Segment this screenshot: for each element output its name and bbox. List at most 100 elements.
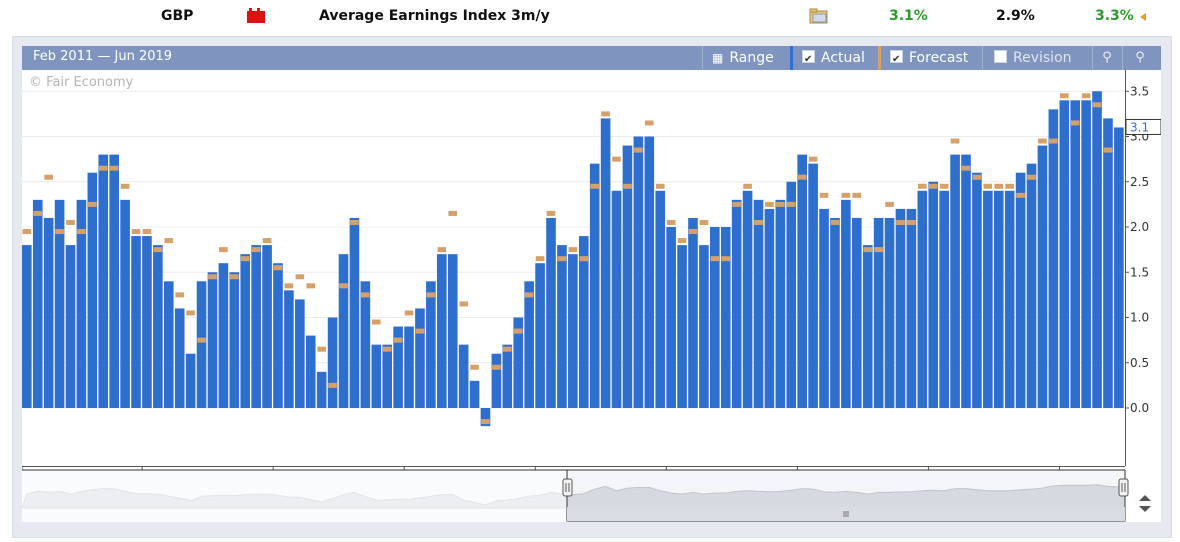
actual-bar[interactable] bbox=[469, 380, 480, 408]
forecast-marker[interactable] bbox=[448, 210, 458, 216]
forecast-marker[interactable] bbox=[251, 247, 261, 253]
actual-bar[interactable] bbox=[87, 172, 98, 408]
forecast-marker[interactable] bbox=[55, 229, 64, 235]
actual-bar[interactable] bbox=[338, 254, 349, 408]
range-button[interactable]: ▦ Range bbox=[712, 46, 800, 70]
actual-bar[interactable] bbox=[764, 208, 775, 408]
actual-bar[interactable] bbox=[131, 236, 141, 408]
navigator-handle[interactable] bbox=[562, 478, 573, 497]
actual-bar[interactable] bbox=[1004, 190, 1015, 408]
actual-bar[interactable] bbox=[611, 190, 622, 408]
actual-bar[interactable] bbox=[229, 272, 240, 408]
actual-bar[interactable] bbox=[43, 217, 54, 408]
forecast-marker[interactable] bbox=[350, 219, 359, 225]
actual-bar[interactable] bbox=[65, 245, 76, 408]
actual-bar[interactable] bbox=[699, 245, 709, 408]
forecast-marker[interactable] bbox=[153, 247, 163, 253]
forecast-marker[interactable] bbox=[262, 238, 272, 244]
forecast-marker[interactable] bbox=[328, 382, 337, 388]
actual-bar[interactable] bbox=[819, 208, 829, 408]
actual-bar[interactable] bbox=[349, 217, 360, 408]
actual-bar[interactable] bbox=[742, 190, 753, 408]
forecast-marker[interactable] bbox=[983, 183, 993, 189]
forecast-marker[interactable] bbox=[492, 364, 501, 370]
actual-bar[interactable] bbox=[163, 281, 174, 408]
forecast-marker[interactable] bbox=[557, 256, 567, 262]
forecast-marker[interactable] bbox=[371, 319, 381, 325]
forecast-marker[interactable] bbox=[284, 283, 294, 289]
actual-bar[interactable] bbox=[808, 163, 818, 408]
actual-bar[interactable] bbox=[273, 263, 283, 408]
actual-toggle[interactable]: Actual bbox=[802, 46, 882, 72]
forecast-marker[interactable] bbox=[1059, 93, 1069, 99]
forecast-marker[interactable] bbox=[437, 247, 447, 253]
actual-bar[interactable] bbox=[983, 190, 993, 408]
forecast-marker[interactable] bbox=[186, 310, 195, 316]
actual-bar[interactable] bbox=[753, 199, 764, 408]
actual-bar[interactable] bbox=[633, 136, 644, 409]
forecast-marker[interactable] bbox=[1070, 120, 1080, 126]
actual-bar[interactable] bbox=[797, 154, 807, 408]
forecast-marker[interactable] bbox=[109, 165, 119, 171]
folder-icon[interactable] bbox=[809, 7, 829, 24]
actual-bar[interactable] bbox=[830, 217, 840, 408]
forecast-marker[interactable] bbox=[230, 274, 239, 280]
actual-bar[interactable] bbox=[535, 263, 545, 408]
actual-bar[interactable] bbox=[666, 227, 676, 408]
actual-bar[interactable] bbox=[731, 199, 742, 408]
actual-bar[interactable] bbox=[688, 217, 698, 408]
forecast-marker[interactable] bbox=[754, 219, 763, 225]
scroll-down-arrow-icon[interactable] bbox=[1139, 506, 1151, 512]
actual-bar[interactable] bbox=[1037, 145, 1048, 409]
forecast-marker[interactable] bbox=[885, 201, 894, 207]
actual-bar[interactable] bbox=[928, 181, 939, 408]
actual-bar[interactable] bbox=[710, 227, 720, 408]
actual-bar[interactable] bbox=[884, 217, 895, 408]
actual-bar[interactable] bbox=[360, 281, 371, 408]
actual-bar[interactable] bbox=[196, 281, 207, 408]
actual-bar[interactable] bbox=[502, 344, 513, 408]
forecast-marker[interactable] bbox=[721, 256, 731, 262]
actual-bar[interactable] bbox=[568, 254, 578, 408]
actual-bar[interactable] bbox=[295, 299, 305, 408]
actual-bar[interactable] bbox=[316, 371, 327, 408]
actual-bar[interactable] bbox=[98, 154, 109, 408]
zoom-out-icon[interactable]: ⚲ bbox=[1135, 50, 1145, 65]
forecast-marker[interactable] bbox=[688, 229, 698, 235]
actual-bar[interactable] bbox=[841, 199, 851, 408]
actual-bar[interactable] bbox=[185, 353, 196, 408]
forecast-marker[interactable] bbox=[950, 138, 960, 144]
forecast-marker[interactable] bbox=[786, 201, 796, 207]
forecast-marker[interactable] bbox=[972, 174, 982, 180]
actual-bar[interactable] bbox=[524, 281, 534, 408]
forecast-marker[interactable] bbox=[896, 219, 905, 225]
forecast-marker[interactable] bbox=[601, 111, 610, 117]
forecast-marker[interactable] bbox=[503, 346, 512, 352]
forecast-marker[interactable] bbox=[776, 201, 785, 207]
forecast-marker[interactable] bbox=[874, 247, 883, 253]
forecast-marker[interactable] bbox=[765, 201, 774, 207]
actual-bar[interactable] bbox=[557, 245, 567, 408]
actual-bar[interactable] bbox=[447, 254, 458, 408]
forecast-marker[interactable] bbox=[240, 256, 250, 262]
actual-bar[interactable] bbox=[458, 344, 469, 408]
actual-bar[interactable] bbox=[1026, 163, 1037, 408]
actual-bar[interactable] bbox=[1059, 100, 1070, 409]
forecast-marker[interactable] bbox=[590, 183, 599, 189]
actual-checkbox[interactable] bbox=[802, 48, 815, 72]
forecast-marker[interactable] bbox=[22, 229, 32, 235]
actual-bar[interactable] bbox=[404, 326, 414, 408]
forecast-marker[interactable] bbox=[928, 183, 938, 189]
actual-bar[interactable] bbox=[589, 163, 600, 408]
forecast-marker[interactable] bbox=[1103, 147, 1113, 153]
forecast-marker[interactable] bbox=[481, 419, 490, 425]
forecast-marker[interactable] bbox=[1038, 138, 1047, 144]
actual-bar[interactable] bbox=[371, 344, 382, 408]
forecast-marker[interactable] bbox=[382, 346, 392, 352]
actual-bar[interactable] bbox=[906, 208, 917, 408]
actual-bar[interactable] bbox=[284, 290, 294, 408]
forecast-marker[interactable] bbox=[142, 229, 152, 235]
actual-bar[interactable] bbox=[1081, 100, 1091, 409]
forecast-marker[interactable] bbox=[1016, 192, 1025, 198]
forecast-marker[interactable] bbox=[44, 174, 53, 180]
